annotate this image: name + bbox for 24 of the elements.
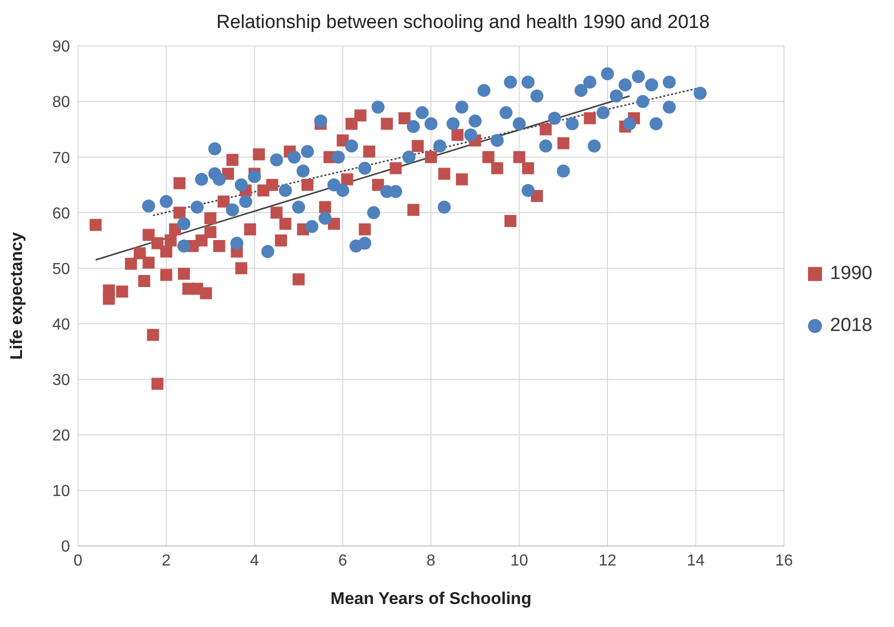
x-tick-label: 6 bbox=[338, 552, 348, 570]
x-tick-label: 16 bbox=[775, 552, 793, 570]
y-tick-label: 0 bbox=[61, 538, 70, 556]
y-tick-label: 10 bbox=[52, 483, 70, 500]
x-tick-label: 8 bbox=[426, 552, 436, 570]
x-axis-title: Mean Years of Schooling bbox=[330, 589, 532, 608]
x-tick-label: 4 bbox=[250, 552, 260, 570]
chart-title: Relationship between schooling and health 1990 and 2018 bbox=[215, 12, 711, 34]
y-tick-label: 90 bbox=[52, 38, 70, 56]
y-tick-label: 30 bbox=[52, 372, 70, 390]
x-tick-label: 14 bbox=[686, 552, 705, 570]
x-tick-label: 0 bbox=[74, 552, 83, 570]
legend-label: 1990 bbox=[830, 263, 872, 285]
y-tick-label: 40 bbox=[52, 316, 70, 334]
y-tick-label: 50 bbox=[52, 260, 70, 278]
x-tick-label: 12 bbox=[598, 552, 616, 570]
legend-label: 2018 bbox=[830, 315, 872, 337]
x-tick-label: 2 bbox=[162, 552, 171, 570]
y-tick-label: 60 bbox=[52, 205, 70, 222]
y-axis-title: Life expectancy bbox=[7, 232, 26, 360]
x-tick-label: 10 bbox=[510, 552, 528, 570]
y-tick-label: 80 bbox=[52, 94, 70, 112]
y-tick-label: 20 bbox=[52, 428, 70, 445]
y-tick-label: 70 bbox=[52, 150, 70, 167]
